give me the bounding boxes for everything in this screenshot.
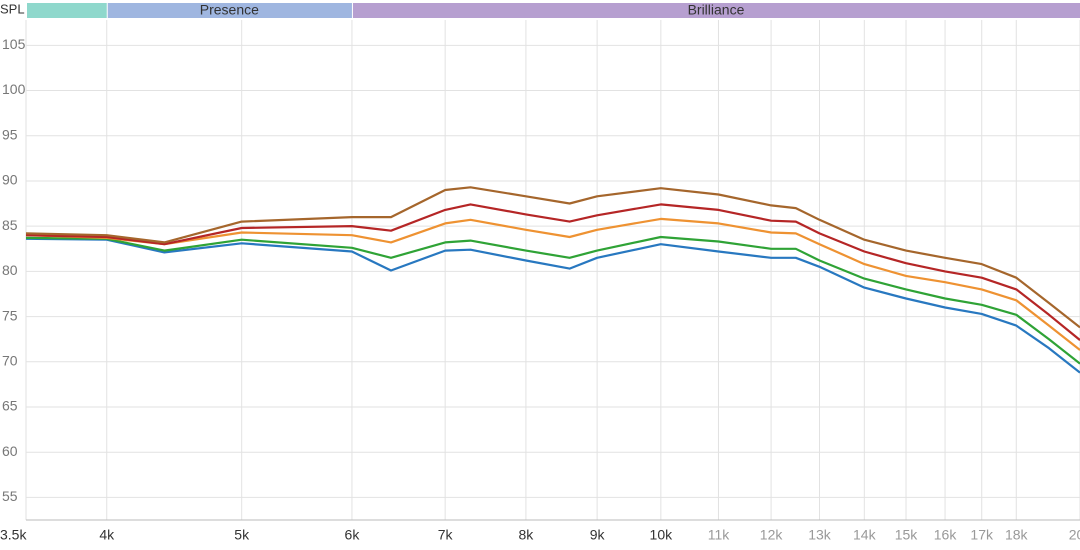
x-tick-label: 15k: [895, 527, 919, 543]
y-tick-label: 75: [2, 307, 18, 323]
x-tick-label: 9k: [590, 527, 606, 543]
series-line: [25, 235, 1080, 365]
y-tick-label: 100: [2, 81, 26, 97]
band: [107, 3, 352, 18]
x-tick-label: 13k: [808, 527, 832, 543]
x-tick-label: 16k: [934, 527, 958, 543]
band-label: Brilliance: [688, 2, 745, 18]
x-tick-label: 4k: [99, 527, 115, 543]
y-tick-label: 65: [2, 398, 18, 414]
y-tick-label: 70: [2, 352, 18, 368]
series-line: [25, 217, 1080, 351]
x-tick-label: 10k: [650, 527, 674, 543]
band-label: Presence: [200, 2, 259, 18]
x-tick-label: 20k: [1069, 527, 1080, 543]
x-tick-label: 14k: [853, 527, 877, 543]
x-tick-label: 3.5k: [0, 527, 27, 543]
series-line: [25, 203, 1080, 341]
x-tick-label: 18k: [1005, 527, 1029, 543]
y-tick-label: 55: [2, 488, 18, 504]
x-tick-label: 7k: [438, 527, 454, 543]
x-tick-label: 6k: [345, 527, 361, 543]
x-tick-label: 8k: [519, 527, 535, 543]
y-tick-label: 105: [2, 36, 26, 52]
series-line: [25, 186, 1080, 329]
y-tick-label: 90: [2, 172, 18, 188]
y-tick-label: 85: [2, 217, 18, 233]
y-axis-label: SPL: [0, 1, 25, 16]
y-tick-label: 95: [2, 126, 18, 142]
y-tick-label: 60: [2, 443, 18, 459]
x-tick-label: 11k: [708, 527, 731, 543]
x-tick-label: 5k: [234, 527, 250, 543]
y-tick-label: 80: [2, 262, 18, 278]
x-tick-label: 17k: [970, 527, 994, 543]
x-tick-label: 12k: [760, 527, 784, 543]
series-line: [25, 237, 1080, 374]
band: [27, 3, 107, 18]
band: [352, 3, 1080, 18]
